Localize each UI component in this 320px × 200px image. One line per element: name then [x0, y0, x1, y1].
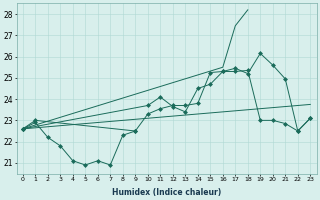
X-axis label: Humidex (Indice chaleur): Humidex (Indice chaleur) [112, 188, 221, 197]
